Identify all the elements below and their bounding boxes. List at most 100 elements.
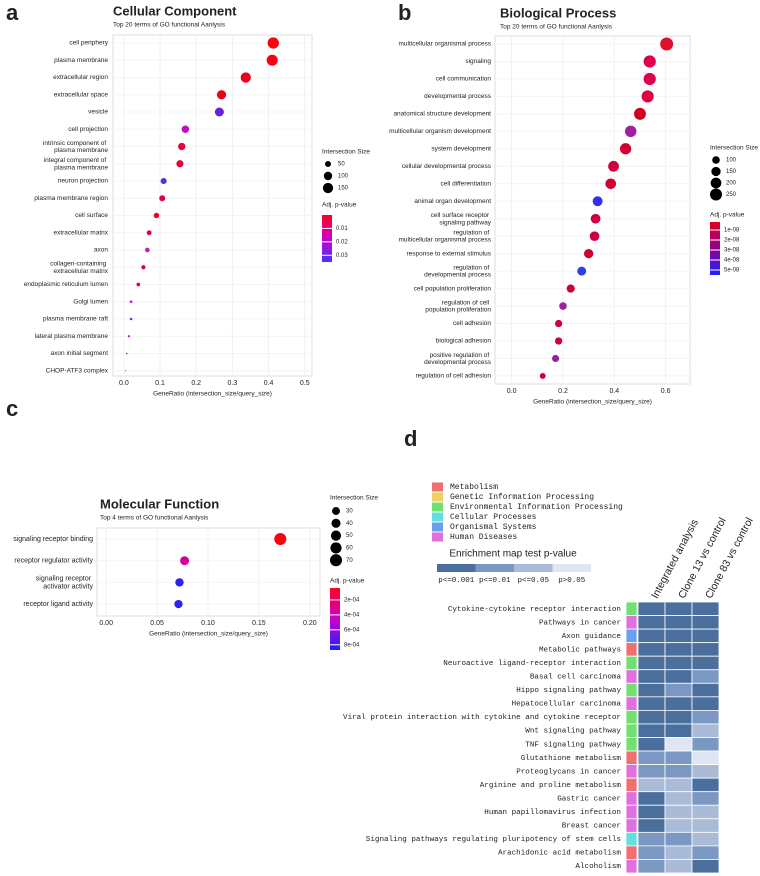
heat-cell xyxy=(664,682,693,698)
heat-cell xyxy=(637,831,666,847)
group-cell xyxy=(625,601,638,616)
dot xyxy=(643,72,656,86)
dot xyxy=(180,556,190,566)
y-tick-label: plasma membrane xyxy=(54,57,108,64)
y-tick-label: cell population proliferation xyxy=(414,285,492,292)
dot xyxy=(643,55,656,68)
heat-cell xyxy=(637,750,666,765)
x-tick-label: 0.2 xyxy=(191,380,201,387)
group-cell xyxy=(625,859,638,874)
heat-cell xyxy=(691,750,720,765)
x-axis-title: GeneRatio (intersection_size/query_size) xyxy=(153,391,272,398)
y-tick-label: intrinsic component of plasma membrane xyxy=(43,140,108,154)
group-label: Environmental Information Processing xyxy=(450,503,623,512)
row-label: Gastric cancer xyxy=(557,795,621,803)
level-label: p<=0.001 xyxy=(438,577,475,585)
legend-dot xyxy=(330,530,342,541)
y-tick-label: signaling receptor binding xyxy=(13,536,93,543)
group-cell xyxy=(625,642,638,657)
x-tick-label: 0.20 xyxy=(303,620,317,627)
group-cell xyxy=(625,669,638,684)
group-cell xyxy=(625,628,638,644)
group-cell xyxy=(625,737,638,752)
group-label: Genetic Information Processing xyxy=(450,493,594,502)
level-label: p<=0.01 xyxy=(479,577,511,585)
row-label: Cytokine-cytokine receptor interaction xyxy=(448,606,621,614)
heat-cell xyxy=(637,737,666,752)
group-cell xyxy=(625,804,638,820)
y-tick-label: neuron projection xyxy=(58,178,109,185)
x-tick-label: 0.6 xyxy=(661,388,671,395)
group-cell xyxy=(625,831,638,847)
y-tick-label: regulation of developmental process xyxy=(424,264,492,278)
row-label: Breast cancer xyxy=(562,823,621,831)
heat-cell xyxy=(691,710,720,725)
y-tick-label: cell periphery xyxy=(69,40,108,47)
dot xyxy=(159,195,166,202)
y-tick-label: anatomical structure development xyxy=(393,111,491,118)
heat-cell xyxy=(691,764,720,779)
heat-cell xyxy=(691,859,720,874)
panel-letter: a xyxy=(6,0,19,25)
chart-subtitle: Top 20 terms of GO functional Aanlysis xyxy=(500,24,613,31)
group-cell xyxy=(625,818,638,833)
dot xyxy=(141,265,146,270)
heat-cell xyxy=(691,737,720,752)
heat-cell xyxy=(637,642,666,657)
dot xyxy=(566,284,575,293)
legend-dot xyxy=(322,182,334,194)
heat-cell xyxy=(664,804,693,820)
x-tick-label: 0.15 xyxy=(252,620,266,627)
chart-subtitle: Top 20 terms of GO functional Aanlysis xyxy=(113,22,226,29)
row-label: Hepatocellular carcinoma xyxy=(512,701,622,709)
group-cell xyxy=(625,845,638,860)
y-tick-label: regulation of multicellular organismal p… xyxy=(399,229,492,243)
level-swatch xyxy=(514,564,553,572)
panel-letter: c xyxy=(6,396,18,421)
heat-cell xyxy=(637,723,666,738)
heat-cell xyxy=(664,777,693,793)
heat-cell xyxy=(637,669,666,684)
heat-cell xyxy=(664,710,693,725)
dot xyxy=(146,230,152,236)
legend-dot xyxy=(323,171,333,181)
y-tick-label: cell differentiation xyxy=(441,180,492,187)
heat-cell xyxy=(664,669,693,684)
group-cell xyxy=(625,723,638,738)
legend-dot xyxy=(709,188,723,201)
heat-cell xyxy=(637,628,666,644)
x-tick-label: 0.00 xyxy=(99,620,113,627)
colorbar xyxy=(330,588,340,650)
legend-label: 40 xyxy=(346,521,353,527)
legend-label: 100 xyxy=(726,158,737,164)
heat-cell xyxy=(691,696,720,711)
y-tick-label: extracellular space xyxy=(54,91,109,98)
dot xyxy=(552,354,560,362)
level-label: p<=0.05 xyxy=(517,577,549,585)
panel-letter: d xyxy=(404,426,417,451)
row-label: Signaling pathways regulating pluripoten… xyxy=(366,836,621,844)
heat-cell xyxy=(664,764,693,779)
heat-cell xyxy=(637,804,666,820)
y-tick-label: CHOP-ATF3 complex xyxy=(46,367,109,374)
dot xyxy=(634,107,646,120)
heat-cell xyxy=(637,601,666,616)
group-cell xyxy=(625,682,638,698)
dot xyxy=(129,317,133,321)
row-label: Proteoglycans in cancer xyxy=(516,768,621,776)
heat-cell xyxy=(637,696,666,711)
heat-cell xyxy=(691,669,720,684)
y-tick-label: integral component of plasma membrane xyxy=(44,157,109,171)
y-tick-label: endoplasmic reticulum lumen xyxy=(24,281,109,288)
dot xyxy=(554,319,563,328)
y-tick-label: cell adhesion xyxy=(453,320,491,327)
colorbar-label: 3e-08 xyxy=(724,248,740,254)
row-label: Arginine and proline metabolism xyxy=(480,782,622,790)
dot xyxy=(160,177,167,185)
x-axis-title: GeneRatio (intersection_size/query_size) xyxy=(149,631,268,638)
heat-cell xyxy=(637,859,666,874)
colorbar-label: 0.03 xyxy=(336,253,348,259)
group-swatch xyxy=(432,522,443,532)
heat-cell xyxy=(637,777,666,793)
